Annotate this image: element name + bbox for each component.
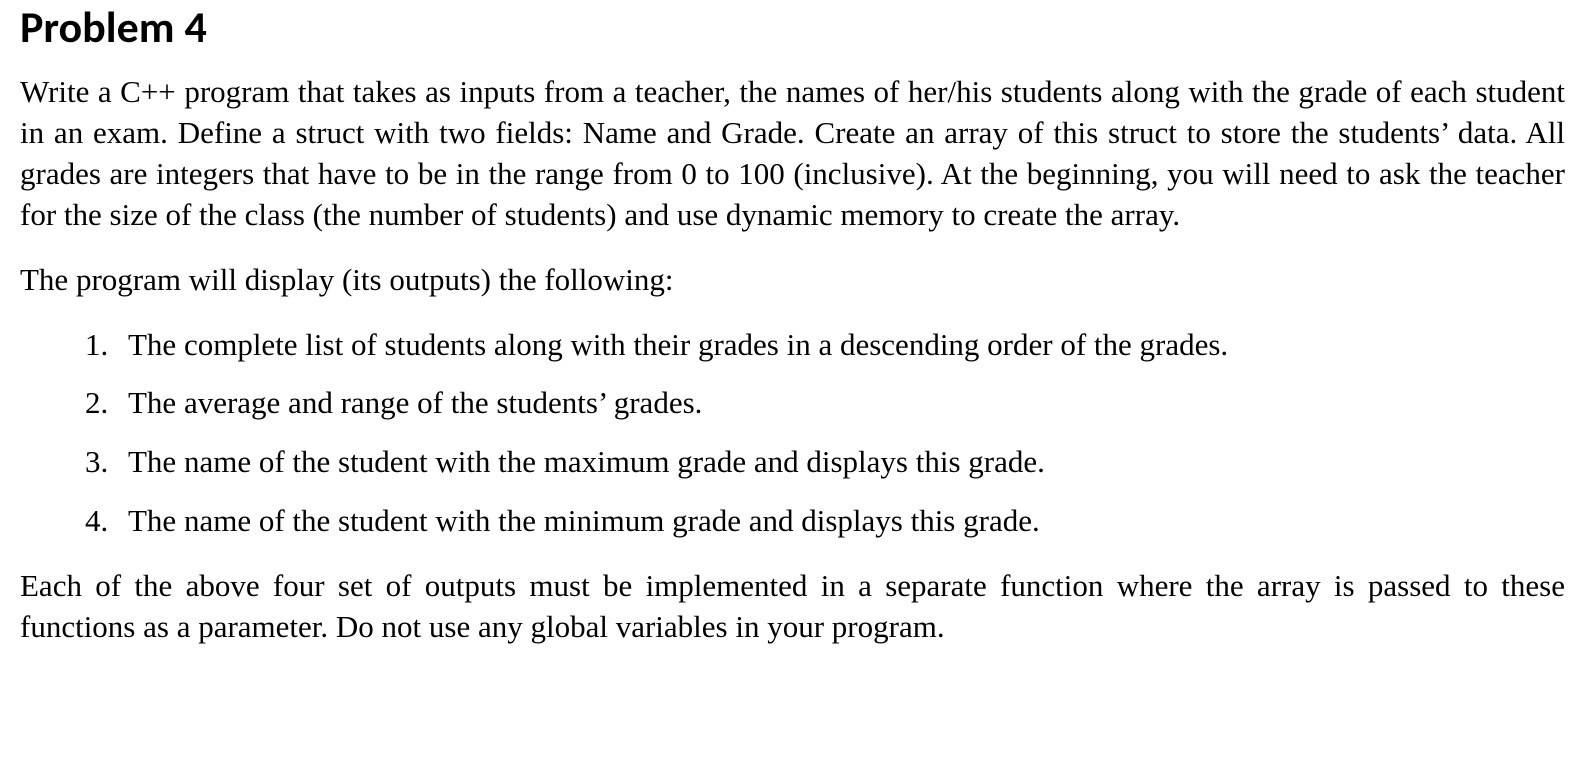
list-item-text: The name of the student with the minimum… (128, 503, 1040, 538)
outputs-list: The complete list of students along with… (20, 325, 1565, 543)
list-item-text: The name of the student with the maximum… (128, 444, 1045, 479)
list-item: The name of the student with the minimum… (116, 501, 1565, 542)
list-item: The average and range of the students’ g… (116, 383, 1565, 424)
outputs-intro: The program will display (its outputs) t… (20, 260, 1565, 301)
list-item: The complete list of students along with… (116, 325, 1565, 366)
closing-paragraph: Each of the above four set of outputs mu… (20, 566, 1565, 648)
list-item: The name of the student with the maximum… (116, 442, 1565, 483)
list-item-text: The average and range of the students’ g… (128, 385, 702, 420)
intro-paragraph: Write a C++ program that takes as inputs… (20, 72, 1565, 236)
problem-heading: Problem 4 (20, 0, 1565, 54)
list-item-text: The complete list of students along with… (128, 327, 1228, 362)
document-page: Problem 4 Write a C++ program that takes… (0, 0, 1585, 783)
